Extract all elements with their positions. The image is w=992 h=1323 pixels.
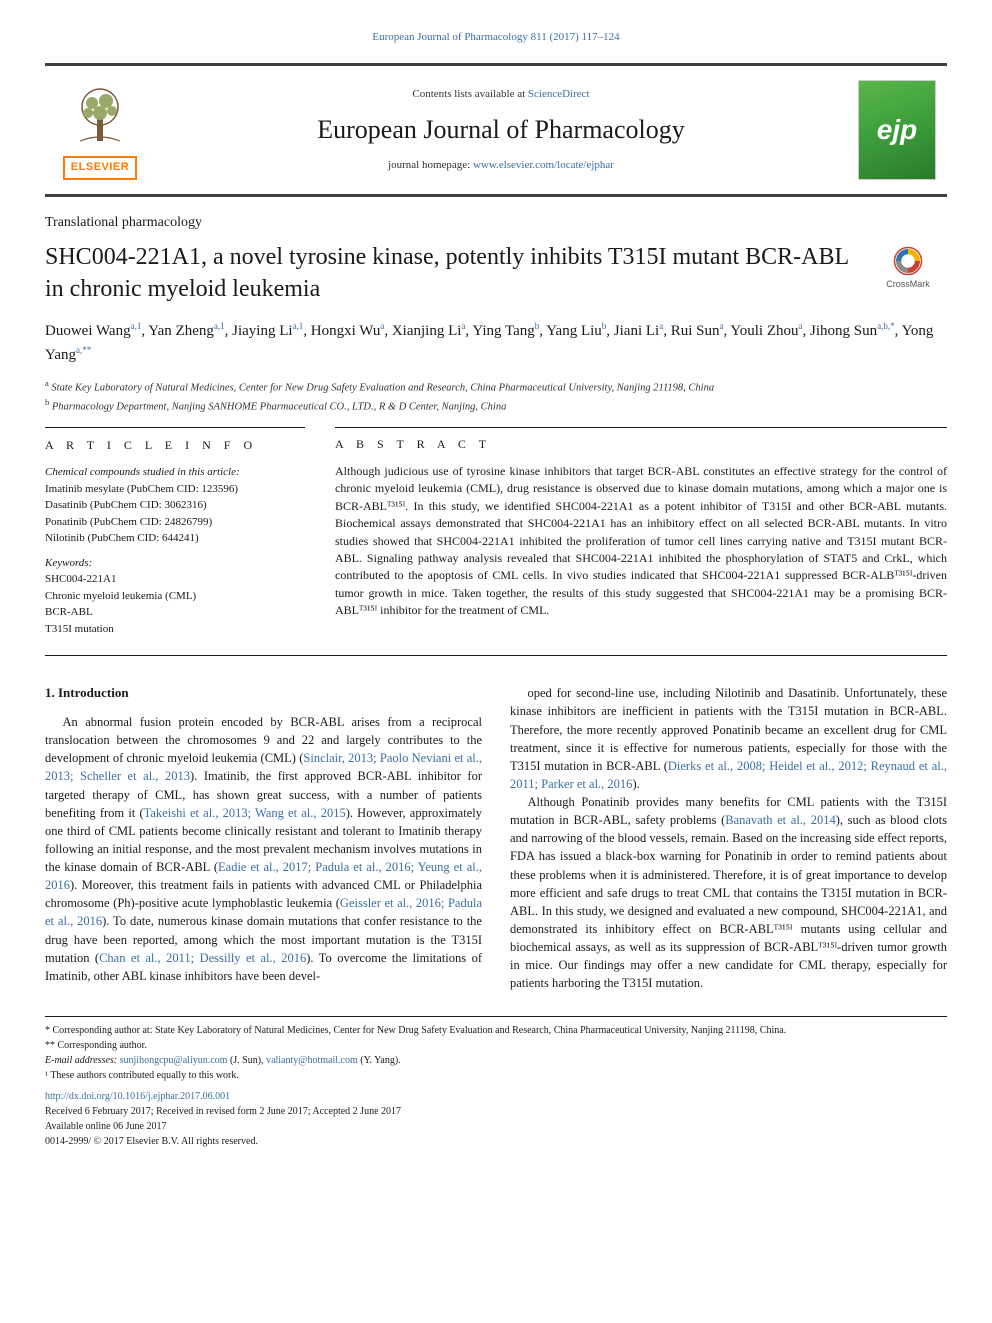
masthead-center: Contents lists available at ScienceDirec… [155,76,847,183]
keyword-item: SHC004-221A1 [45,571,305,588]
article-info-heading: A R T I C L E I N F O [45,427,305,454]
elsevier-logo: ELSEVIER [63,156,137,179]
copyright-line: 0014-2999/ © 2017 Elsevier B.V. All righ… [45,1134,947,1149]
article-section-label: Translational pharmacology [45,213,947,233]
doi-link[interactable]: http://dx.doi.org/10.1016/j.ejphar.2017.… [45,1089,947,1104]
keywords-label: Keywords: [45,555,305,572]
crossmark-label: CrossMark [886,278,930,291]
homepage-link[interactable]: www.elsevier.com/locate/ejphar [473,159,614,171]
divider-rule [45,655,947,656]
abstract-text: Although judicious use of tyrosine kinas… [335,463,947,620]
elsevier-tree-icon [66,80,134,150]
crossmark-badge[interactable]: CrossMark [869,246,947,291]
publisher-block: ELSEVIER [45,76,155,183]
keyword-item: T315I mutation [45,621,305,638]
contents-list-line: Contents lists available at ScienceDirec… [155,87,847,102]
compounds-label: Chemical compounds studied in this artic… [45,464,305,481]
email-who: (J. Sun), [227,1055,266,1066]
crossmark-icon [893,246,923,276]
body-paragraph: An abnormal fusion protein encoded by BC… [45,713,482,985]
compound-item: Imatinib mesylate (PubChem CID: 123596) [45,481,305,498]
author-list: Duowei Wanga,1, Yan Zhenga,1, Jiaying Li… [45,319,947,367]
article-info-column: A R T I C L E I N F O Chemical compounds… [45,427,305,645]
homepage-prefix: journal homepage: [388,159,473,171]
homepage-line: journal homepage: www.elsevier.com/locat… [155,158,847,173]
keyword-item: BCR-ABL [45,604,305,621]
body-columns: 1. Introduction An abnormal fusion prote… [45,684,947,992]
email-addresses: E-mail addresses: sunjihongcpu@aliyun.co… [45,1053,947,1068]
cover-thumbnail: ejp [847,76,947,183]
equal-contribution-note: ¹ These authors contributed equally to t… [45,1068,947,1083]
compound-item: Ponatinib (PubChem CID: 24826799) [45,514,305,531]
body-paragraph: oped for second-line use, including Nilo… [510,684,947,793]
compound-item: Dasatinib (PubChem CID: 3062316) [45,497,305,514]
email-link[interactable]: sunjihongcpu@aliyun.com [120,1055,228,1066]
keyword-item: Chronic myeloid leukemia (CML) [45,588,305,605]
affiliation-a: a State Key Laboratory of Natural Medici… [45,377,947,396]
abstract-column: A B S T R A C T Although judicious use o… [335,427,947,645]
compound-item: Nilotinib (PubChem CID: 644241) [45,530,305,547]
affiliation-b: b Pharmacology Department, Nanjing SANHO… [45,396,947,415]
cover-badge-text: ejp [877,110,917,149]
body-paragraph: Although Ponatinib provides many benefit… [510,793,947,992]
abstract-heading: A B S T R A C T [335,427,947,453]
journal-cover-image: ejp [858,80,936,180]
article-title: SHC004-221A1, a novel tyrosine kinase, p… [45,242,853,304]
received-dates: Received 6 February 2017; Received in re… [45,1104,947,1119]
corresponding-note: ** Corresponding author. [45,1038,947,1053]
masthead: ELSEVIER Contents lists available at Sci… [45,63,947,196]
sciencedirect-link[interactable]: ScienceDirect [528,88,590,100]
affiliation-b-text: Pharmacology Department, Nanjing SANHOME… [52,402,506,413]
email-link[interactable]: valianty@hotmail.com [266,1055,358,1066]
journal-name: European Journal of Pharmacology [155,112,847,148]
contents-prefix: Contents lists available at [412,88,527,100]
corresponding-note: * Corresponding author at: State Key Lab… [45,1023,947,1038]
running-head: European Journal of Pharmacology 811 (20… [45,30,947,45]
section-heading-intro: 1. Introduction [45,684,482,703]
affiliation-a-text: State Key Laboratory of Natural Medicine… [51,382,714,393]
emails-label: E-mail addresses: [45,1055,120,1066]
affiliations: a State Key Laboratory of Natural Medici… [45,377,947,416]
footnotes: * Corresponding author at: State Key Lab… [45,1016,947,1149]
email-who: (Y. Yang). [358,1055,401,1066]
available-online: Available online 06 June 2017 [45,1119,947,1134]
